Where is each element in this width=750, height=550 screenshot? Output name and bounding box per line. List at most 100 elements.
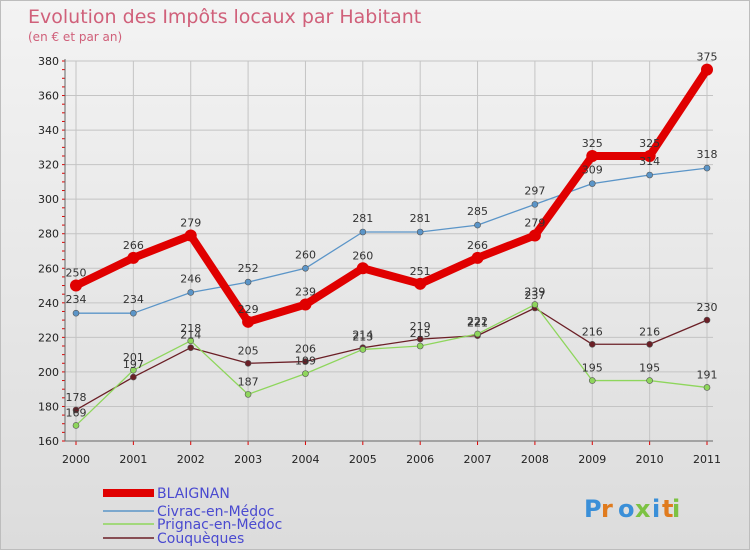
y-tick-label: 180 [38, 400, 59, 413]
y-tick-label: 220 [38, 331, 59, 344]
series-line [74, 67, 711, 326]
data-point [414, 277, 427, 290]
data-point [646, 340, 653, 348]
data-label: 239 [524, 286, 545, 299]
data-label: 297 [524, 184, 545, 197]
data-label: 213 [352, 330, 373, 343]
legend: BLAIGNAN Civrac-en-MédocPrignac-en-MédocC… [103, 486, 282, 547]
data-label: 281 [410, 212, 431, 225]
data-point [703, 384, 711, 391]
data-label: 205 [238, 344, 259, 357]
data-point [359, 346, 367, 353]
data-label: 206 [295, 343, 316, 356]
data-point [302, 264, 309, 272]
data-label: 214 [352, 329, 373, 342]
legend-item: Civrac-en-Médoc [103, 504, 274, 520]
data-label: 178 [66, 391, 87, 404]
series-blaignan [70, 63, 713, 328]
legend-label: Civrac-en-Médoc [157, 504, 274, 520]
x-tick-label: 2002 [177, 453, 205, 466]
series-group: 178 197 214 205 206 214 219 221 237 216 216 230 169 2… [66, 51, 718, 429]
logo-letter: t [662, 495, 673, 523]
data-point [646, 171, 653, 179]
data-label: 169 [66, 406, 87, 419]
data-label: 318 [697, 148, 718, 161]
data-label: 199 [295, 355, 316, 368]
data-label: 218 [180, 322, 201, 335]
data-label: 197 [123, 358, 144, 371]
data-label: 281 [352, 212, 373, 225]
data-label: 187 [238, 375, 259, 388]
x-tick-label: 2000 [62, 453, 90, 466]
y-tick-label: 300 [38, 193, 59, 206]
x-tick-label: 2011 [693, 453, 721, 466]
data-label: 252 [238, 262, 259, 275]
data-label: 216 [582, 325, 603, 338]
grid [65, 60, 713, 442]
legend-label: Couquèques [157, 531, 244, 547]
x-tick-label: 2006 [406, 453, 434, 466]
plot-area [65, 61, 713, 441]
data-label: 229 [238, 303, 259, 316]
x-tick-label: 2003 [234, 453, 262, 466]
data-point [531, 301, 539, 308]
data-point [72, 309, 80, 317]
data-label: 266 [123, 239, 144, 252]
x-tick-label: 2005 [349, 453, 377, 466]
y-tick-label: 320 [38, 159, 59, 172]
data-point [127, 251, 140, 264]
x-tick-label: 2004 [291, 453, 319, 466]
y-tick-label: 160 [38, 435, 59, 448]
data-label: 279 [180, 216, 201, 229]
data-label: 260 [295, 248, 316, 261]
data-point [244, 391, 252, 398]
y-tick-label: 360 [38, 90, 59, 103]
data-point [130, 373, 137, 381]
legend-item: Prignac-en-Médoc [103, 517, 282, 533]
data-point [130, 366, 137, 374]
data-label: 251 [410, 265, 431, 278]
data-point [187, 289, 195, 296]
data-label: 325 [639, 137, 660, 150]
data-label: 285 [467, 205, 488, 218]
x-tick-label: 2008 [521, 453, 549, 466]
data-label: 215 [410, 327, 431, 340]
series-couqu-ques [72, 304, 711, 414]
series-line [76, 167, 708, 314]
data-label: 246 [180, 272, 201, 285]
x-tick-label: 2007 [464, 453, 492, 466]
logo-letter: x [635, 495, 651, 523]
data-label: 266 [467, 239, 488, 252]
data-label: 191 [697, 368, 718, 381]
data-point [356, 262, 369, 275]
data-point [703, 164, 711, 172]
y-tick-label: 260 [38, 262, 59, 275]
data-point [242, 315, 255, 328]
data-point [531, 201, 539, 208]
data-label: 314 [639, 155, 660, 168]
data-label: 221 [467, 317, 488, 330]
chart-subtitle: (en € et par an) [28, 30, 122, 44]
series-line [75, 307, 708, 411]
series-line [75, 303, 708, 426]
data-label: 201 [123, 351, 144, 364]
data-label: 214 [180, 329, 201, 342]
y-tick-label: 280 [38, 228, 59, 241]
series-civrac-en-m-doc [72, 164, 711, 317]
data-point [299, 298, 312, 311]
data-point [701, 63, 713, 76]
y-tick-label: 380 [38, 55, 59, 68]
legend-label: Prignac-en-Médoc [157, 517, 282, 533]
data-point [244, 359, 252, 367]
series-prignac-en-m-doc [72, 301, 711, 429]
logo-letter: o [618, 495, 635, 523]
data-point [588, 340, 596, 348]
data-point [416, 228, 424, 236]
x-tick-label: 2001 [119, 453, 147, 466]
x-tick-label: 2010 [636, 453, 664, 466]
data-label: 234 [66, 293, 87, 306]
legend-label: BLAIGNAN [157, 486, 230, 502]
data-point [187, 344, 195, 352]
